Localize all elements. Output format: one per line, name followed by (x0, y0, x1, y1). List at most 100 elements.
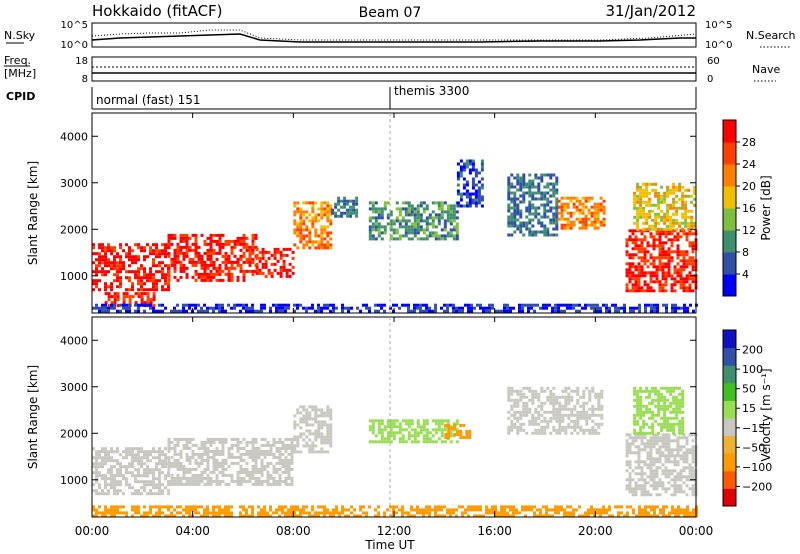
freq-strip: Freq. [MHz] 18 8 60 0 Nave (4, 54, 780, 85)
nsky-label: N.Sky (4, 29, 36, 42)
power-ylabel: Slant Range [km] (26, 161, 40, 265)
colorbar-tick-label: 100 (742, 363, 763, 376)
velocity-colorbar: −200 −100 −50 −15 15 50 100 200 Velocity [m s⁻¹… (722, 329, 773, 507)
colorbar-cell (723, 418, 736, 437)
scatter-region (92, 505, 698, 518)
ytick-label: 3000 (60, 381, 88, 394)
colorbar-tick-label: 200 (742, 344, 763, 357)
colorbar-tick-label: 50 (742, 383, 756, 396)
scatter-region (368, 201, 459, 241)
colorbar-tick-label: 24 (742, 158, 756, 171)
scatter-region (92, 243, 170, 292)
colorbar-tick-label: 8 (742, 246, 749, 259)
time-axis: 00:00 04:00 08:00 12:00 16:00 20:00 00:00 (75, 113, 714, 538)
power-colorbar-ticks: 4 8 12 16 20 24 28 (736, 136, 756, 281)
xtick-label: 04:00 (175, 524, 210, 538)
freq-label-1: Freq. (4, 54, 31, 67)
nsky-tick-top-left: 10^5 (61, 20, 88, 31)
scatter-region (633, 182, 697, 231)
scatter-region (293, 201, 333, 250)
velocity-panel: 1000 2000 3000 4000 Slant Range [km] 00:00 0… (26, 113, 713, 552)
scatter-region (507, 173, 559, 237)
nave-tick-bottom: 0 (707, 74, 713, 85)
colorbar-cell (723, 164, 736, 187)
scatter-region (507, 386, 604, 435)
station-title: Hokkaido (fitACF) (92, 2, 223, 20)
colorbar-cell (723, 400, 736, 419)
nsky-tick-bottom-left: 10^0 (61, 40, 88, 51)
ytick-label: 2000 (60, 223, 88, 236)
colorbar-cell (723, 142, 736, 165)
velocity-colorbar-ticks: −200 −100 −50 −15 15 50 100 200 (736, 344, 772, 493)
power-cells (92, 159, 698, 313)
scatter-region (167, 233, 258, 282)
nave-tick-top: 60 (707, 56, 720, 67)
scatter-region (92, 447, 170, 496)
scatter-region (293, 405, 333, 454)
freq-tick-top: 18 (75, 56, 88, 67)
colorbar-cell (723, 347, 736, 366)
scatter-region (331, 196, 359, 218)
nsky-trace (91, 33, 696, 43)
velocity-ylabel: Slant Range [km] (26, 365, 40, 469)
power-colorbar: 4 8 12 16 20 24 28 Power [dB] (722, 119, 773, 297)
scatter-region (633, 386, 685, 435)
scatter-region (444, 424, 472, 439)
scatter-region (167, 437, 294, 486)
power-colorbar-cells (723, 120, 736, 297)
cpid-strip: CPID normal (fast) 151 themis 3300 (6, 84, 697, 110)
colorbar-tick-label: 15 (742, 402, 756, 415)
colorbar-tick-label: 12 (742, 224, 756, 237)
nave-label: Nave (752, 63, 780, 76)
colorbar-tick-label: 4 (742, 268, 749, 281)
power-yaxis: 1000 2000 3000 4000 (60, 130, 696, 283)
velocity-yaxis: 1000 2000 3000 4000 (60, 334, 696, 487)
colorbar-cell (723, 435, 736, 454)
cpid-segment-2: themis 3300 (394, 84, 469, 98)
colorbar-cell (723, 488, 736, 507)
scatter-region (255, 247, 295, 278)
colorbar-cell (723, 382, 736, 401)
scatter-region (368, 419, 459, 444)
nsearch-label: N.Search (746, 29, 796, 42)
nsky-strip: N.Sky 10^5 10^0 10^5 10^0 N.Search (4, 20, 796, 51)
xtick-label: 20:00 (578, 524, 613, 538)
beam-title: Beam 07 (359, 5, 422, 21)
nsky-tick-bottom-right: 10^0 (705, 40, 732, 51)
ytick-label: 1000 (60, 270, 88, 283)
velocity-colorbar-label: Velocity [m s⁻¹] (759, 368, 773, 461)
power-colorbar-label: Power [dB] (759, 175, 773, 240)
velocity-colorbar-cells (723, 330, 736, 507)
cpid-label: CPID (6, 90, 35, 103)
colorbar-cell (723, 453, 736, 472)
nsky-tick-top-right: 10^5 (705, 20, 732, 31)
ytick-label: 2000 (60, 427, 88, 440)
colorbar-cell (723, 208, 736, 231)
colorbar-tick-label: −15 (742, 422, 765, 435)
colorbar-tick-label: −50 (742, 441, 765, 454)
colorbar-tick-label: −100 (742, 461, 772, 474)
scatter-region (625, 433, 698, 497)
ytick-label: 4000 (60, 130, 88, 143)
colorbar-cell (723, 252, 736, 275)
xtick-label: 16:00 (477, 524, 512, 538)
colorbar-cell (723, 186, 736, 209)
scatter-region (456, 159, 484, 208)
scatter-region (557, 196, 606, 230)
colorbar-cell (723, 274, 736, 297)
ytick-label: 4000 (60, 334, 88, 347)
colorbar-cell (723, 365, 736, 384)
nsearch-trace (91, 29, 697, 41)
colorbar-cell (723, 120, 736, 143)
freq-label-2: [MHz] (4, 67, 36, 80)
xtick-label: 00:00 (679, 524, 714, 538)
date-title: 31/Jan/2012 (606, 2, 697, 20)
power-panel: 1000 2000 3000 4000 Slant Range [km] (26, 112, 698, 314)
colorbar-tick-label: −200 (742, 480, 772, 493)
scatter-region (92, 303, 698, 313)
colorbar-tick-label: 28 (742, 136, 756, 149)
freq-tick-bottom: 8 (82, 74, 88, 85)
ytick-label: 3000 (60, 177, 88, 190)
time-axis-label: Time UT (364, 538, 415, 552)
